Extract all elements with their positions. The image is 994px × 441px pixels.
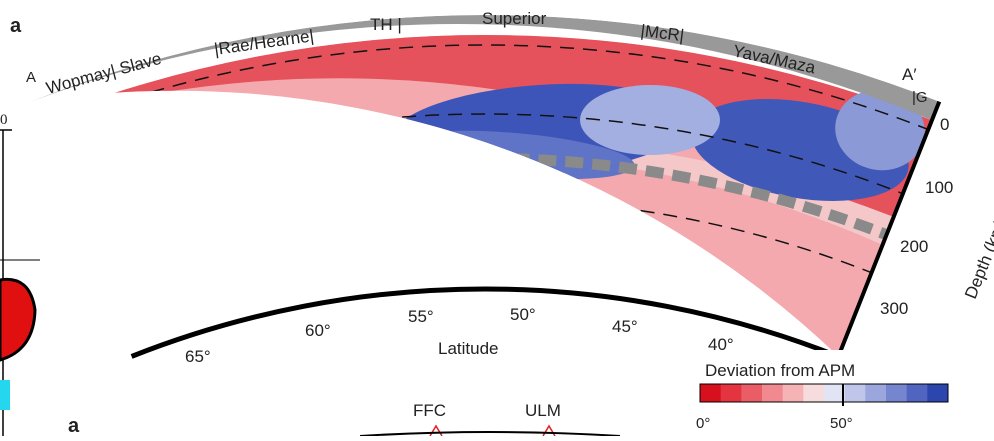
depth-tick: 200 xyxy=(900,237,928,256)
colorbar-swatch xyxy=(782,384,804,402)
left-fragment: 0 xyxy=(0,112,40,436)
section-edge xyxy=(836,100,942,358)
blue-anomaly xyxy=(62,171,178,239)
colorbar-swatch xyxy=(927,384,949,402)
latitude-tick: 65° xyxy=(185,347,211,366)
lower-label: ULM xyxy=(525,401,561,420)
latitude-tick: 60° xyxy=(305,321,331,340)
province-label: |McR| xyxy=(640,21,686,45)
lower-label: FFC xyxy=(413,401,446,420)
lower-figure: a FFC ULM xyxy=(68,401,621,437)
colorbar-tick: 0° xyxy=(696,415,710,432)
deep-fill xyxy=(291,169,539,291)
lower-panel-label: a xyxy=(68,415,80,436)
depth-tick: 100 xyxy=(925,178,953,197)
depth-tick: 300 xyxy=(880,299,908,318)
depth-title: Depth (km) xyxy=(961,216,994,301)
blue-anomaly xyxy=(290,146,470,190)
upper-fill xyxy=(38,34,932,227)
colorbar-swatch xyxy=(844,384,866,402)
depth-tick: 0 xyxy=(940,115,949,134)
colorbar-swatch xyxy=(720,384,742,402)
colorbar-swatch xyxy=(865,384,887,402)
colorbar-swatch xyxy=(886,384,908,402)
blue-anomaly xyxy=(580,85,720,155)
latitude-tick: 45° xyxy=(612,317,638,336)
colorbar-tick: 50° xyxy=(830,415,853,432)
blue-anomaly xyxy=(112,152,388,208)
colorbar-swatch xyxy=(824,384,846,402)
colorbar-swatch xyxy=(803,384,825,402)
end-label: |G xyxy=(912,89,928,106)
crust xyxy=(30,14,940,121)
colorbar: Deviation from APM 0° 50° xyxy=(690,350,994,436)
profile-start: A xyxy=(26,69,36,86)
colorbar-swatch xyxy=(741,384,763,402)
latitude-tick: 50° xyxy=(510,305,536,324)
latitude-tick: 55° xyxy=(408,307,434,326)
colorbar-swatch xyxy=(762,384,784,402)
blue-anomaly xyxy=(835,89,925,171)
latitude-title: Latitude xyxy=(438,339,499,358)
section-bottom xyxy=(130,286,840,359)
latitude-tick: 40° xyxy=(708,335,734,354)
province-label: TH | xyxy=(370,15,402,34)
colorbar-swatch xyxy=(700,384,722,402)
profile-end: A′ xyxy=(902,65,917,84)
province-label: Superior xyxy=(482,9,547,28)
colorbar-title: Deviation from APM xyxy=(705,361,855,380)
colorbar-swatch xyxy=(906,384,928,402)
section-overlay xyxy=(130,100,942,359)
panel-label: a xyxy=(10,15,22,37)
fragment-label: 0 xyxy=(0,112,8,128)
transition xyxy=(76,138,894,245)
